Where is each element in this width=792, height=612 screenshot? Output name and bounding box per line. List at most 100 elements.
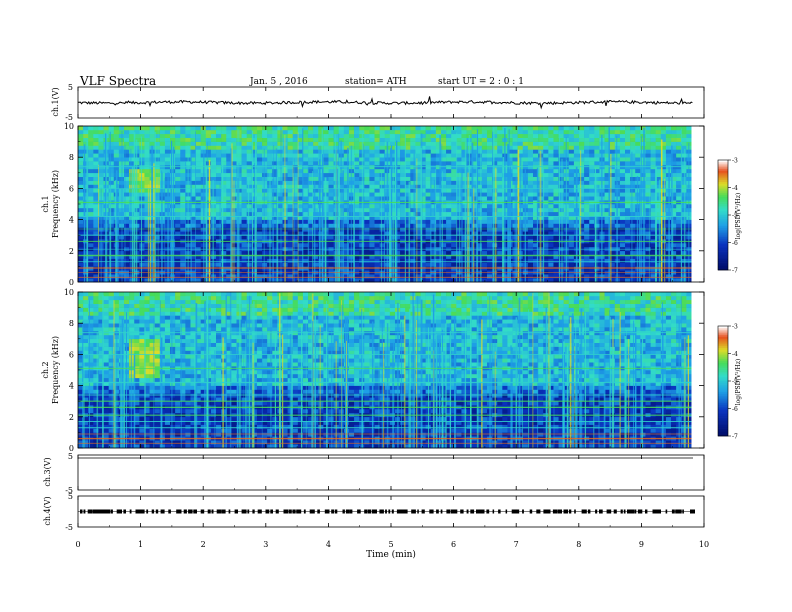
spectrogram-cell	[272, 235, 278, 240]
spectrogram-cell	[584, 227, 590, 232]
spectrogram-cell	[231, 145, 237, 150]
spectrogram-cell	[374, 254, 380, 259]
spectrogram-cell	[241, 196, 247, 201]
spectrogram-cell	[154, 243, 161, 248]
spectrogram-cell	[267, 145, 273, 150]
spectrogram-cell	[318, 145, 324, 150]
spectrogram-cell	[246, 129, 253, 135]
spectrogram-cell	[205, 204, 212, 209]
spectrogram-cell	[78, 243, 84, 248]
spectrogram-cell	[379, 184, 386, 189]
spectrogram-cell	[139, 133, 145, 138]
spectrogram-cell	[277, 235, 283, 240]
spectrogram-cell	[568, 188, 575, 193]
spectrogram-cell	[170, 129, 176, 135]
spectrogram-cell	[302, 235, 309, 240]
spectrogram-cell	[476, 204, 483, 209]
spectrogram-cell	[609, 180, 616, 185]
spectrogram-cell	[558, 243, 564, 248]
spectrogram-cell	[364, 149, 370, 154]
spectrogram-cell	[440, 184, 447, 189]
spectrogram-cell	[400, 254, 406, 259]
spectrogram-cell	[313, 243, 319, 248]
spectrogram-cell	[584, 211, 590, 216]
spectrogram-cell	[180, 145, 186, 150]
spectrogram-cell	[124, 157, 130, 162]
spectrogram-cell	[660, 129, 667, 135]
spectrogram-cell	[671, 126, 677, 131]
spectrogram-cell	[604, 227, 610, 232]
spectrogram-cell	[195, 243, 201, 248]
spectrogram-cell	[492, 161, 498, 166]
spectrogram-cell	[451, 172, 457, 177]
spectrogram-cell	[93, 231, 99, 236]
spectrogram-cell	[619, 243, 626, 248]
spectrogram-cell	[98, 172, 104, 177]
spectrogram-cell	[425, 126, 432, 131]
spectrogram-cell	[205, 223, 212, 228]
spectrogram-cell	[625, 223, 631, 228]
spectrogram-cell	[476, 137, 483, 142]
spectrogram-cell	[553, 161, 559, 166]
spectrogram-cell	[512, 258, 518, 263]
spectrogram-cell	[430, 223, 437, 228]
spectrogram-cell	[589, 227, 595, 232]
spectrogram-cell	[277, 196, 283, 201]
spectrogram-cell	[527, 176, 534, 181]
spectrogram-cell	[584, 207, 590, 213]
spectrogram-cell	[553, 258, 559, 263]
spectrogram-cell	[241, 254, 247, 259]
spectrogram-cell	[246, 145, 253, 150]
spectrogram-cell	[318, 137, 324, 142]
spectrogram-cell	[619, 215, 626, 220]
spectrogram-cell	[676, 219, 682, 224]
spectrogram-cell	[579, 207, 585, 213]
spectrogram-cell	[302, 126, 309, 131]
spectrogram-cell	[660, 235, 667, 240]
spectrogram-cell	[435, 204, 442, 209]
spectrogram-cell	[154, 145, 161, 150]
spectrogram-cell	[287, 235, 294, 240]
spectrogram-cell	[533, 157, 539, 162]
spectrogram-cell	[328, 176, 334, 181]
spectrogram-cell	[154, 207, 161, 213]
spectrogram-cell	[466, 126, 472, 131]
spectrogram-cell	[333, 145, 340, 150]
spectrogram-cell	[374, 243, 380, 248]
spectrogram-cell	[476, 192, 483, 197]
spectrogram-cell	[129, 172, 135, 177]
spectrogram-cell	[527, 192, 534, 197]
spectrogram-cell	[440, 196, 447, 201]
spectrogram-cell	[492, 172, 498, 177]
spectrogram-cell	[420, 149, 426, 154]
spectrogram-cell	[144, 153, 150, 158]
spectrogram-cell	[619, 192, 626, 197]
spectrogram-cell	[435, 231, 442, 236]
spectrogram-cell	[190, 227, 196, 232]
spectrogram-cell	[400, 219, 406, 224]
spectrogram-cell	[471, 211, 478, 216]
spectrogram-cell	[650, 149, 656, 154]
spectrogram-cell	[379, 168, 386, 174]
spectrogram-cell	[579, 227, 585, 232]
spectrogram-cell	[313, 180, 319, 185]
spectrogram-cell	[287, 153, 294, 158]
spectrogram-cell	[415, 157, 421, 162]
spectrogram-cell	[118, 161, 125, 166]
spectrogram-cell	[553, 188, 559, 193]
spectrogram-cell	[83, 254, 89, 259]
spectrogram-cell	[364, 188, 370, 193]
spectrogram-cell	[533, 219, 539, 224]
spectrogram-cell	[195, 227, 201, 232]
spectrogram-cell	[665, 145, 672, 150]
spectrogram-cell	[292, 157, 299, 162]
spectrogram-cell	[139, 254, 145, 259]
spectrogram-cell	[139, 188, 145, 193]
spectrogram-cell	[630, 145, 636, 150]
spectrogram-cell	[435, 145, 442, 150]
spectrogram-cell	[369, 133, 375, 138]
spectrogram-cell	[343, 227, 350, 232]
spectrogram-cell	[262, 149, 268, 154]
spectrogram-cell	[640, 243, 646, 248]
spectrogram-cell	[527, 141, 534, 146]
